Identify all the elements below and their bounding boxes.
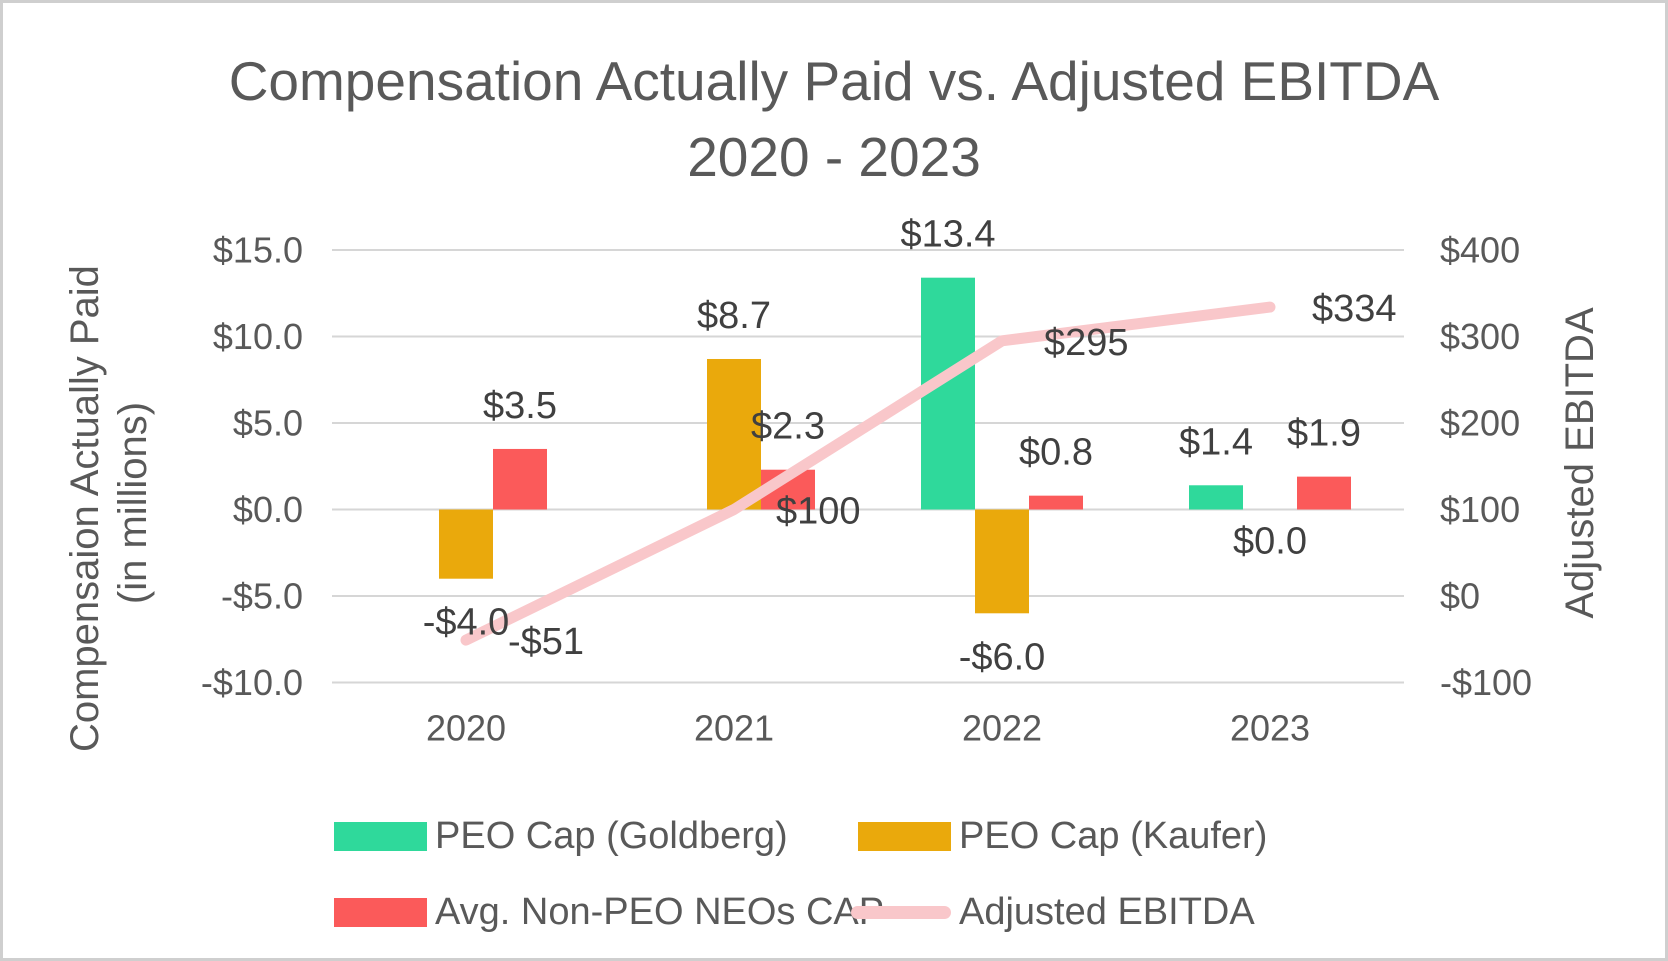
right-axis-ticks: $400 $300 $200 $100 $0 -$100 [1440,230,1532,704]
bar-peo-cap-kaufer-2021 [707,358,761,510]
line-label-adjusted-ebitda-2022: $295 [1044,322,1129,364]
bar-label-avg-non-peo-neos-cap-2020: $3.5 [483,385,557,427]
bar-label-peo-cap-kaufer-2022: -$6.0 [959,636,1046,678]
x-label-2020: 2020 [426,708,506,749]
legend-item-non-peo-neos: Avg. Non-PEO NEOs CAP [334,891,884,934]
bar-label-avg-non-peo-neos-cap-2022: $0.8 [1019,432,1093,474]
bar-label-avg-non-peo-neos-cap-2021: $2.3 [751,406,825,448]
bar-avg-non-peo-neos-cap-2023 [1297,476,1351,510]
chart-title-line2: 2020 - 2023 [687,126,981,188]
bar-peo-cap-goldberg-2022 [921,277,975,510]
line-label-adjusted-ebitda-2023: $334 [1312,288,1397,330]
line-series [460,301,1276,646]
left-axis-ticks: $15.0 $10.0 $5.0 $0.0 -$5.0 -$10.0 [201,230,303,704]
bar-label-peo-cap-goldberg-2022: $13.4 [900,214,995,256]
bar-label-peo-cap-kaufer-2021: $8.7 [697,295,771,337]
left-tick-15: $15.0 [213,230,303,271]
left-axis-title-line1: Compensaion Actually Paid [63,265,107,752]
right-tick-400: $400 [1440,230,1520,271]
bar-label-peo-cap-kaufer-2020: -$4.0 [423,602,510,644]
right-tick-200: $200 [1440,403,1520,444]
bar-avg-non-peo-neos-cap-2022 [1029,495,1083,510]
x-label-2022: 2022 [962,708,1042,749]
x-axis-labels: 2020 2021 2022 2023 [426,708,1310,749]
legend-swatch-neos [334,898,427,927]
legend-label-ebitda: Adjusted EBITDA [959,891,1255,933]
bar-peo-cap-kaufer-2022 [975,509,1029,614]
legend-item-peo-cap-goldberg: PEO Cap (Goldberg) [334,815,788,858]
bar-label-peo-cap-goldberg-2023: $1.4 [1179,421,1253,463]
line-data-labels: -$51 $100 $295 $334 [508,288,1397,663]
plot-area: $13.4 $1.4 -$4.0 $8.7 -$6.0 $0.0 $3.5 $2.3 $0.8 $… [63,214,1602,752]
chart-title-line1: Compensation Actually Paid vs. Adjusted … [228,50,1440,112]
right-tick--100: -$100 [1440,662,1532,703]
x-label-2021: 2021 [694,708,774,749]
bar-avg-non-peo-neos-cap-2020 [493,448,547,510]
legend-swatch-goldberg [334,822,427,851]
line-label-adjusted-ebitda-2021: $100 [776,491,861,533]
left-tick--5: -$5.0 [221,576,303,617]
bar-label-avg-non-peo-neos-cap-2023: $1.9 [1287,413,1361,455]
right-axis-title: Adjusted EBITDA [1558,307,1602,619]
legend-item-peo-cap-kaufer: PEO Cap (Kaufer) [858,815,1267,858]
bar-label-peo-cap-kaufer-2023: $0.0 [1233,521,1307,563]
legend-label-neos: Avg. Non-PEO NEOs CAP [435,891,885,933]
bar-peo-cap-kaufer-2020 [439,509,493,579]
bar-peo-cap-goldberg-2023 [1189,485,1243,510]
x-label-2023: 2023 [1230,708,1310,749]
left-tick--10: -$10.0 [201,662,303,703]
left-axis-title: Compensaion Actually Paid (in millions) [63,254,155,752]
legend-line-swatch-ebitda [851,906,951,919]
line-adjusted-ebitda [460,301,1276,646]
bar-data-labels: $13.4 $1.4 -$4.0 $8.7 -$6.0 $0.0 $3.5 $2.3 $0.8 $… [423,214,1361,679]
right-tick-300: $300 [1440,316,1520,357]
legend-label-goldberg: PEO Cap (Goldberg) [435,815,788,857]
left-tick-10: $10.0 [213,316,303,357]
right-tick-100: $100 [1440,489,1520,530]
left-axis-title-line2: (in millions) [111,402,155,604]
bar-series [439,277,1351,614]
legend-label-kaufer: PEO Cap (Kaufer) [959,815,1268,857]
chart-title: Compensation Actually Paid vs. Adjusted … [3,43,1665,195]
left-tick-0: $0.0 [233,489,303,530]
line-label-adjusted-ebitda-2020: -$51 [508,621,584,663]
legend-swatch-kaufer [858,822,951,851]
left-tick-5: $5.0 [233,403,303,444]
legend-item-adjusted-ebitda: Adjusted EBITDA [851,891,1255,934]
right-tick-0: $0 [1440,576,1480,617]
